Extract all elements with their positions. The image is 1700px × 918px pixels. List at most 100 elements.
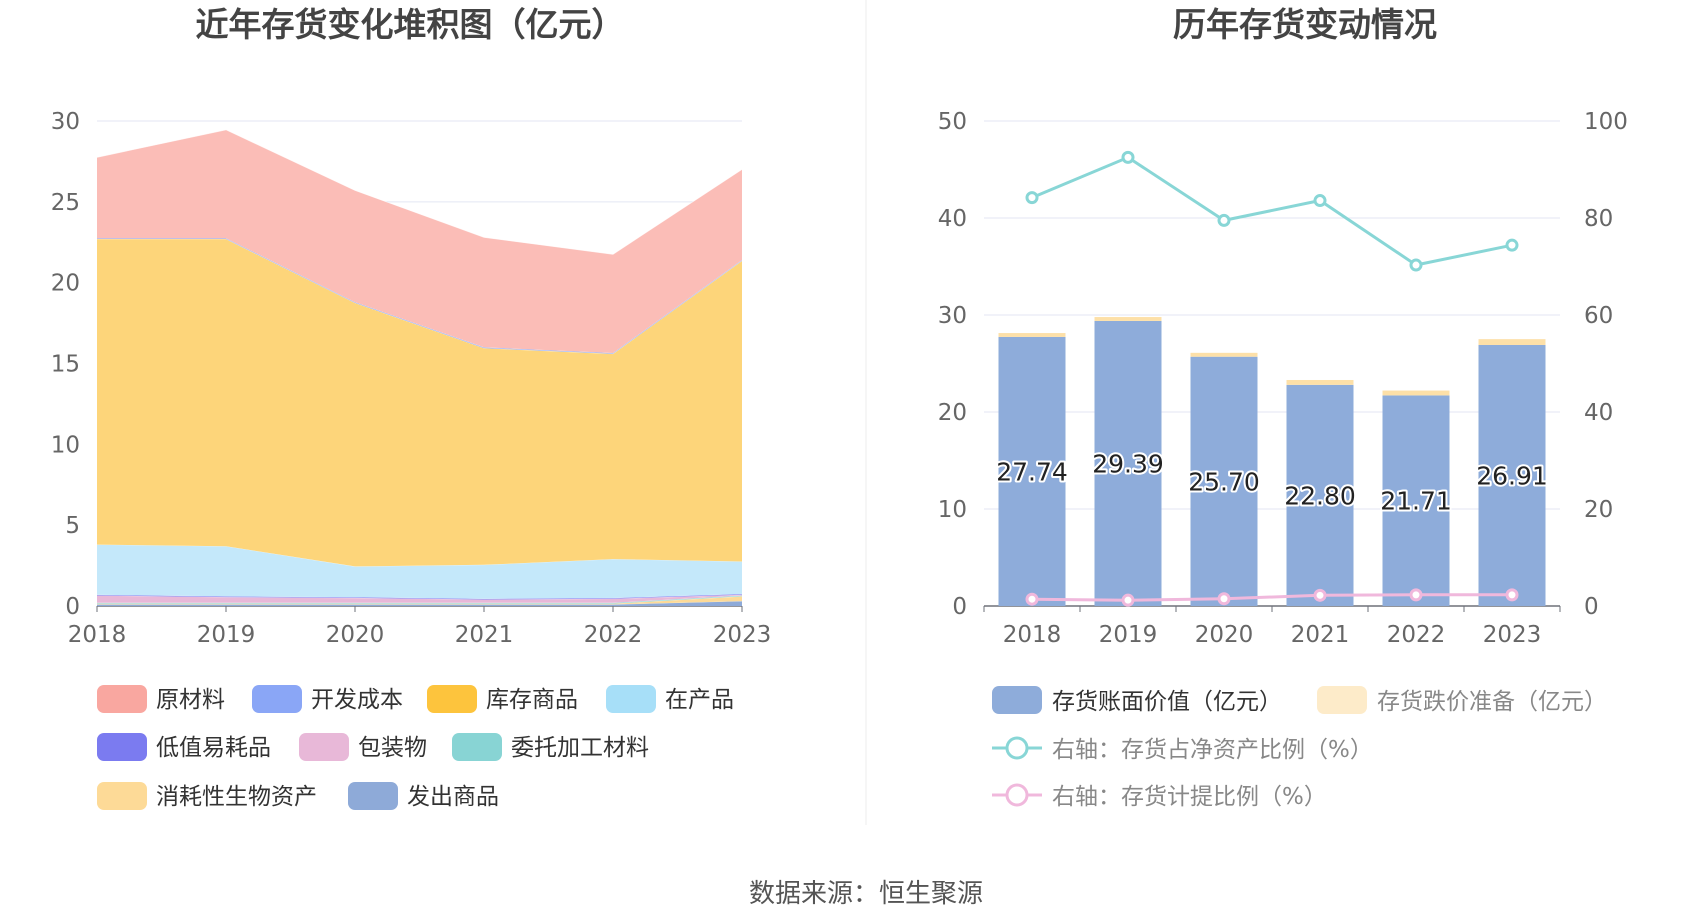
x-tick-label: 2019 bbox=[197, 622, 256, 648]
line-point bbox=[1313, 588, 1327, 602]
legend-item: 在产品 bbox=[606, 685, 734, 713]
y-tick-label: 10 bbox=[51, 432, 80, 458]
y2-tick-label: 0 bbox=[1584, 594, 1599, 620]
legend-swatch bbox=[348, 782, 398, 810]
x-tick-label: 2021 bbox=[455, 622, 514, 648]
legend-label: 委托加工材料 bbox=[511, 735, 649, 761]
legend-swatch bbox=[252, 685, 302, 713]
area-series-edge bbox=[96, 129, 743, 255]
line-point bbox=[1217, 213, 1231, 227]
legend-item: 存货账面价值（亿元） bbox=[992, 686, 1282, 715]
legend-label: 消耗性生物资产 bbox=[156, 784, 317, 810]
y-tick-label: 25 bbox=[51, 190, 80, 216]
bar-inventory-provision bbox=[1286, 379, 1354, 385]
y-tick-label: 50 bbox=[938, 109, 967, 135]
x-tick-label: 2022 bbox=[584, 622, 643, 648]
area-series-低值易耗品 bbox=[97, 593, 742, 600]
y2-tick-label: 40 bbox=[1584, 400, 1613, 426]
x-tick-label: 2018 bbox=[1003, 622, 1062, 648]
y2-tick-label: 80 bbox=[1584, 206, 1613, 232]
legend-label: 存货跌价准备（亿元） bbox=[1377, 689, 1607, 715]
bar-inventory-provision bbox=[1478, 339, 1546, 345]
y-tick-label: 15 bbox=[51, 352, 80, 378]
right-chart-title: 历年存货变动情况 bbox=[1173, 5, 1437, 44]
legend-item: 存货跌价准备（亿元） bbox=[1317, 686, 1607, 715]
x-tick-label: 2021 bbox=[1291, 622, 1350, 648]
line-point bbox=[1217, 592, 1231, 606]
bar-inventory-provision bbox=[998, 333, 1066, 337]
legend-item: 右轴：存货计提比例（%） bbox=[992, 783, 1327, 810]
area-series-库存商品 bbox=[97, 239, 742, 567]
x-tick-label: 2018 bbox=[68, 622, 127, 648]
y-tick-label: 10 bbox=[938, 497, 967, 523]
legend-item: 原材料 bbox=[97, 685, 225, 713]
legend-swatch bbox=[97, 733, 147, 761]
line-point bbox=[1025, 592, 1039, 606]
bar-inventory-book-value bbox=[998, 336, 1066, 606]
legend-label: 低值易耗品 bbox=[156, 735, 271, 761]
x-tick-label: 2019 bbox=[1099, 622, 1158, 648]
source-note: 数据来源：恒生聚源 bbox=[749, 879, 983, 909]
bar-data-label: 26.91 bbox=[1476, 461, 1548, 490]
line-series-右轴：存货计提比例（%） bbox=[1031, 593, 1512, 602]
y-tick-label: 0 bbox=[952, 594, 967, 620]
line-point bbox=[1025, 191, 1039, 205]
line-point bbox=[1409, 588, 1423, 602]
legend-item: 右轴：存货占净资产比例（%） bbox=[992, 736, 1373, 763]
bar-inventory-book-value bbox=[1286, 384, 1354, 606]
area-series-发出商品 bbox=[97, 601, 742, 606]
y-tick-label: 40 bbox=[938, 206, 967, 232]
legend-item: 发出商品 bbox=[348, 782, 499, 810]
bar-data-label: 22.80 bbox=[1284, 481, 1356, 510]
x-tick-label: 2020 bbox=[1195, 622, 1254, 648]
legend-swatch bbox=[452, 733, 502, 761]
legend-label: 原材料 bbox=[156, 687, 225, 713]
left-chart-title: 近年存货变化堆积图（亿元） bbox=[196, 5, 625, 44]
legend-swatch bbox=[97, 782, 147, 810]
line-series-右轴：存货占净资产比例（%） bbox=[1031, 155, 1513, 267]
bar-inventory-book-value bbox=[1478, 344, 1546, 606]
legend-swatch bbox=[1317, 686, 1367, 714]
line-point bbox=[1505, 238, 1519, 252]
bar-data-label: 27.74 bbox=[996, 457, 1068, 486]
bar-inventory-book-value bbox=[1190, 356, 1258, 606]
legend-item: 消耗性生物资产 bbox=[97, 782, 317, 810]
y-tick-label: 30 bbox=[938, 303, 967, 329]
line-point bbox=[1313, 194, 1327, 208]
legend-swatch bbox=[606, 685, 656, 713]
legend-item: 委托加工材料 bbox=[452, 733, 649, 761]
line-point bbox=[1121, 593, 1135, 607]
legend-swatch bbox=[427, 685, 477, 713]
y-tick-label: 0 bbox=[65, 594, 80, 620]
legend-label: 开发成本 bbox=[311, 687, 403, 713]
bar-inventory-provision bbox=[1382, 390, 1450, 396]
area-series-在产品 bbox=[97, 544, 742, 599]
x-tick-label: 2023 bbox=[1483, 622, 1542, 648]
legend-label: 库存商品 bbox=[486, 687, 578, 713]
y2-tick-label: 100 bbox=[1584, 109, 1628, 135]
x-tick-label: 2023 bbox=[713, 622, 772, 648]
bar-inventory-book-value bbox=[1382, 395, 1450, 606]
left-area-chart: 0 5 10 15 20 25 30 2018 2019 2020 2021 2022 2023 原材料 开… bbox=[51, 109, 772, 810]
line-point bbox=[1409, 258, 1423, 272]
x-tick-label: 2020 bbox=[326, 622, 385, 648]
bar-inventory-book-value bbox=[1094, 320, 1162, 606]
legend-item: 包装物 bbox=[299, 733, 427, 761]
bar-inventory-provision bbox=[1094, 317, 1162, 321]
y-tick-label: 20 bbox=[938, 400, 967, 426]
legend-marker bbox=[1005, 783, 1029, 807]
legend-item: 开发成本 bbox=[252, 685, 403, 713]
legend-swatch bbox=[97, 685, 147, 713]
legend-label: 包装物 bbox=[358, 735, 427, 761]
bar-data-label: 29.39 bbox=[1092, 449, 1164, 478]
line-point bbox=[1505, 588, 1519, 602]
legend-marker bbox=[1005, 736, 1029, 760]
legend-label: 右轴：存货计提比例（%） bbox=[1052, 784, 1327, 810]
y2-tick-label: 20 bbox=[1584, 497, 1613, 523]
y-tick-label: 30 bbox=[51, 109, 80, 135]
bar-data-label: 25.70 bbox=[1188, 467, 1260, 496]
y-tick-label: 20 bbox=[51, 271, 80, 297]
bar-data-label: 21.71 bbox=[1380, 487, 1452, 516]
